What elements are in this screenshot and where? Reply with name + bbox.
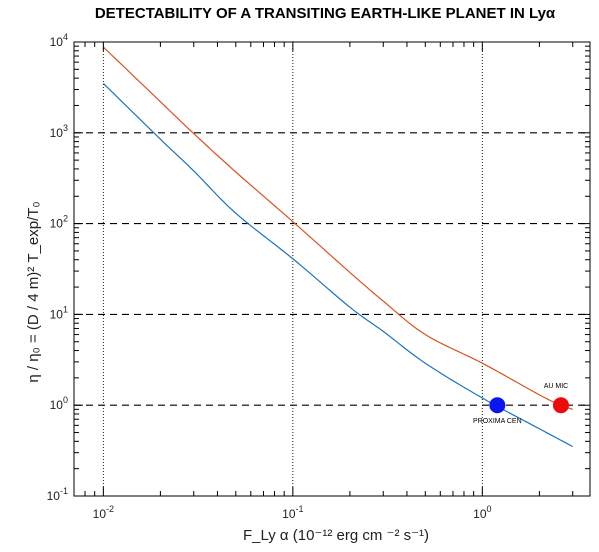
y-tick-label-2: 101 xyxy=(50,304,68,321)
ticks-layer: 10-2 10-1 100 10-1 100 101 102 103 104 xyxy=(47,32,590,521)
series-line-1 xyxy=(102,82,574,448)
point-label-0: PROXIMA CEN xyxy=(473,418,522,425)
y-tick-label-4: 103 xyxy=(50,123,68,140)
x-tick-label-0: 10-2 xyxy=(93,504,114,521)
y-tick-label-3: 102 xyxy=(50,214,68,231)
y-tick-label-1: 100 xyxy=(50,395,68,412)
points-layer: PROXIMA CEN AU MIC xyxy=(473,383,569,425)
x-tick-label-1: 10-1 xyxy=(282,504,303,521)
y-tick-label-5: 104 xyxy=(50,32,68,49)
point-0 xyxy=(489,397,506,414)
plot-frame xyxy=(73,41,591,497)
series-line-0 xyxy=(102,46,573,410)
series-layer xyxy=(102,46,574,448)
point-1 xyxy=(552,397,569,414)
y-tick-label-0: 10-1 xyxy=(47,486,68,503)
x-tick-label-2: 100 xyxy=(473,504,491,521)
y-axis-label: η / η₀ = (D / 4 m)² T_exp/T₀ xyxy=(25,201,42,382)
x-axis-label: F_Ly α (10⁻¹² erg cm ⁻² s⁻¹) xyxy=(243,527,429,544)
gridlines xyxy=(74,42,590,496)
chart-title: DETECTABILITY OF A TRANSITING EARTH-LIKE… xyxy=(95,5,556,22)
point-label-1: AU MIC xyxy=(544,383,569,390)
